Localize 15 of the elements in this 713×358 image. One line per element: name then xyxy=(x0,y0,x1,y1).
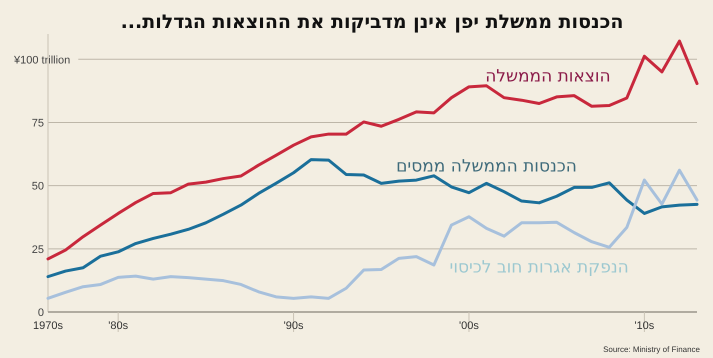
source-note: Source: Ministry of Finance xyxy=(603,345,701,354)
chart-title: הכנסות ממשלת יפן אינן מדביקות את ההוצאות הגדלות... xyxy=(120,11,624,33)
y-tick-label: 50 xyxy=(32,180,44,193)
x-tick-label: '80s xyxy=(108,320,129,332)
y-tick-label: 25 xyxy=(32,244,44,256)
x-tick-label: '10s xyxy=(634,320,655,332)
x-tick-label: '90s xyxy=(284,320,304,332)
y-tick-label: ¥100 trillion xyxy=(13,54,70,66)
x-tick-label: 1970s xyxy=(33,320,64,332)
series-label: הכנסות הממשלה ממסים xyxy=(396,156,577,176)
y-tick-label: 75 xyxy=(32,117,44,130)
series-label: הנפקת אגרות חוב לכיסוי xyxy=(450,258,629,278)
y-tick-label: 0 xyxy=(38,307,44,319)
x-tick-label: '00s xyxy=(459,320,480,332)
series-label: הוצאות הממשלה xyxy=(485,66,611,87)
